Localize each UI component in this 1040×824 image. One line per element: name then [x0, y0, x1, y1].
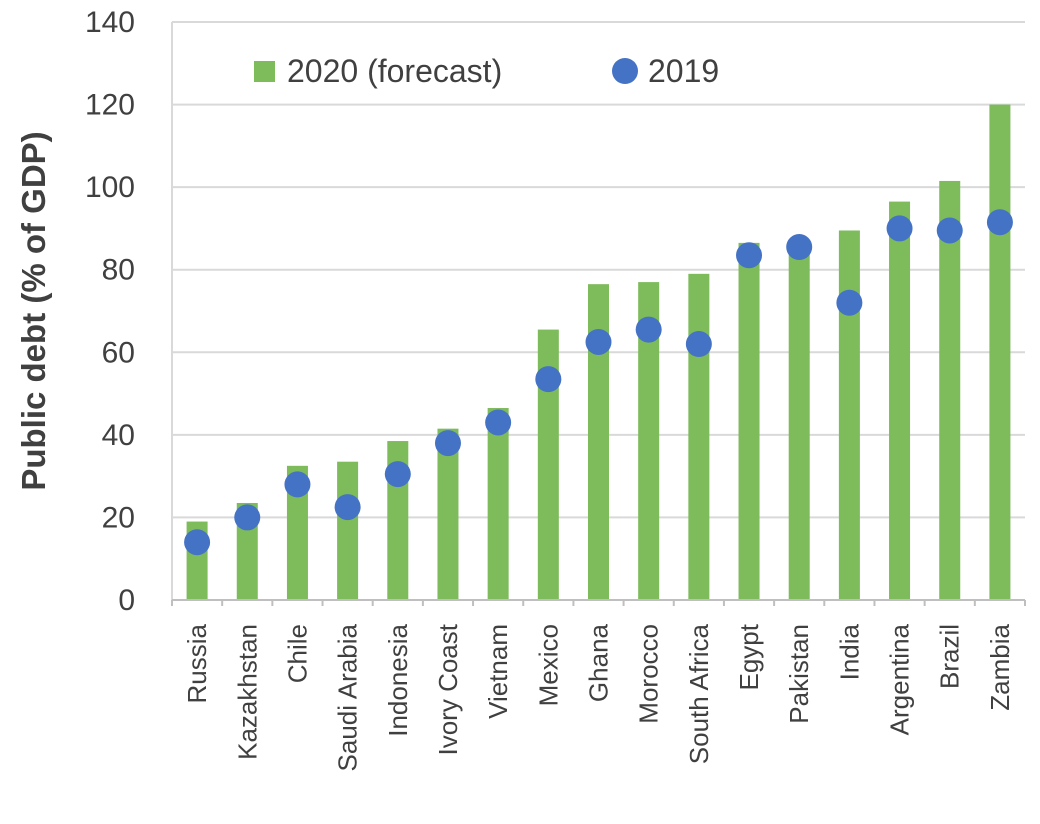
marker-2019-indonesia [384, 461, 411, 488]
marker-2019-morocco [635, 316, 662, 343]
legend-label-2019: 2019 [648, 53, 719, 89]
x-category-label: Ivory Coast [433, 623, 463, 755]
marker-2019-mexico [535, 366, 562, 393]
bar-2020-chile [286, 465, 308, 600]
x-category-label: South Africa [684, 623, 714, 764]
bar-2020-zambia [989, 104, 1011, 601]
x-category-labels: Russia Kazakhstan Chile Saudi Arabia Indones… [182, 623, 1015, 771]
marker-2019-argentina [886, 215, 913, 242]
legend-swatch-2019 [612, 58, 638, 84]
y-tick-label: 80 [102, 254, 135, 287]
marker-2019-kazakhstan [234, 504, 261, 531]
marker-2019-vietnam [485, 409, 512, 436]
y-tick-label: 40 [102, 419, 135, 452]
bar-2020-morocco [638, 282, 660, 600]
marker-2019-zambia [986, 209, 1013, 236]
marker-2019-india [836, 289, 863, 316]
marker-2019-pakistan [786, 234, 813, 261]
x-category-label: Egypt [734, 623, 764, 690]
y-tick-label: 140 [85, 6, 135, 39]
legend: 2020 (forecast) 2019 [254, 53, 719, 89]
legend-label-2020: 2020 (forecast) [287, 53, 502, 89]
y-axis-label: Public debt (% of GDP) [15, 131, 52, 490]
bar-2020-ghana [588, 284, 609, 600]
x-category-label: Ghana [584, 623, 614, 702]
bar-2020-south-africa [688, 273, 710, 600]
axes [171, 22, 1026, 606]
marker-2019-egypt [736, 242, 763, 269]
x-category-label: Zambia [985, 623, 1015, 710]
bar-2020-pakistan [788, 240, 810, 601]
marker-2019-ghana [585, 328, 612, 355]
x-category-label: Russia [182, 623, 212, 703]
bar-2020-mexico [537, 329, 559, 600]
x-category-label: Indonesia [383, 623, 413, 736]
bar-2020-saudi-arabia [337, 461, 359, 600]
bar-2020-brazil [939, 180, 961, 600]
bar-2020-ivory-coast [437, 428, 459, 600]
marker-2019-brazil [936, 217, 963, 244]
bar-2020-vietnam [487, 408, 509, 600]
marker-2019-south-africa [685, 331, 712, 358]
y-tick-label: 60 [102, 336, 135, 369]
x-category-label: Vietnam [483, 624, 513, 719]
y-tick-labels: 0 20 40 60 80 100 120 140 [85, 6, 135, 617]
legend-swatch-2020 [254, 61, 275, 82]
marker-2019-russia [184, 529, 211, 556]
x-category-label: Kazakhstan [232, 624, 262, 760]
y-tick-label: 120 [85, 89, 135, 122]
x-category-label: Argentina [885, 623, 915, 735]
x-category-label: Mexico [533, 624, 563, 706]
x-category-label: Pakistan [784, 624, 814, 724]
y-tick-label: 20 [102, 501, 135, 534]
bar-2020-egypt [738, 242, 760, 600]
x-category-label: India [834, 623, 864, 680]
marker-2019-ivory-coast [434, 430, 461, 457]
x-category-label: Saudi Arabia [333, 623, 363, 771]
bar-2020-argentina [889, 201, 911, 601]
bar-2020-india [838, 230, 860, 600]
x-category-label: Brazil [935, 624, 965, 689]
marker-2019-chile [284, 471, 311, 498]
y-tick-label: 0 [118, 584, 135, 617]
markers-2019 [184, 209, 1013, 556]
marker-2019-saudi-arabia [334, 494, 361, 521]
x-category-label: Morocco [634, 624, 664, 724]
y-tick-label: 100 [85, 171, 135, 204]
x-category-label: Chile [282, 624, 312, 683]
